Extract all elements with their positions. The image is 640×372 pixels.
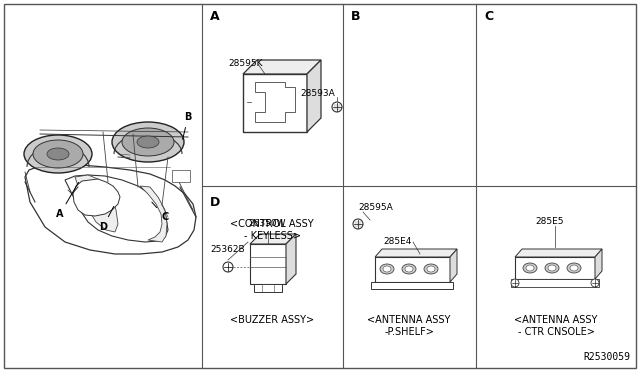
Polygon shape — [595, 249, 602, 279]
Text: 28595A: 28595A — [358, 202, 393, 212]
Polygon shape — [375, 257, 450, 282]
Polygon shape — [243, 60, 321, 74]
Text: - CTR CNSOLE>: - CTR CNSOLE> — [518, 327, 595, 337]
Circle shape — [511, 279, 519, 287]
Text: <CONTROL ASSY: <CONTROL ASSY — [230, 219, 314, 229]
Circle shape — [353, 219, 363, 229]
Ellipse shape — [402, 264, 416, 274]
Text: 28595K: 28595K — [228, 60, 262, 68]
Polygon shape — [250, 234, 296, 244]
Text: R2530059: R2530059 — [583, 352, 630, 362]
Ellipse shape — [122, 128, 174, 156]
Polygon shape — [75, 175, 118, 232]
Text: 285E5: 285E5 — [535, 218, 563, 227]
Text: <ANTENNA ASSY: <ANTENNA ASSY — [515, 315, 598, 325]
Polygon shape — [286, 234, 296, 284]
Ellipse shape — [137, 136, 159, 148]
Ellipse shape — [47, 148, 69, 160]
Polygon shape — [307, 60, 321, 132]
Ellipse shape — [523, 263, 537, 273]
Polygon shape — [371, 282, 453, 289]
Text: B: B — [351, 10, 360, 23]
Polygon shape — [515, 249, 602, 257]
Text: C: C — [152, 202, 168, 222]
Ellipse shape — [405, 266, 413, 272]
Text: A: A — [210, 10, 220, 23]
Text: <ANTENNA ASSY: <ANTENNA ASSY — [367, 315, 451, 325]
Ellipse shape — [427, 266, 435, 272]
Text: 285E4: 285E4 — [383, 237, 412, 247]
Polygon shape — [250, 244, 286, 284]
Text: 28593A: 28593A — [300, 90, 335, 99]
Ellipse shape — [545, 263, 559, 273]
Ellipse shape — [383, 266, 391, 272]
Circle shape — [332, 102, 342, 112]
Polygon shape — [375, 249, 457, 257]
Ellipse shape — [112, 122, 184, 162]
Ellipse shape — [548, 265, 556, 271]
Polygon shape — [25, 164, 196, 254]
Text: 25362B: 25362B — [210, 246, 244, 254]
Polygon shape — [450, 249, 457, 282]
Ellipse shape — [380, 264, 394, 274]
Ellipse shape — [33, 140, 83, 168]
Text: B: B — [182, 112, 192, 139]
Text: -P.SHELF>: -P.SHELF> — [384, 327, 434, 337]
Polygon shape — [515, 257, 595, 279]
Text: - KEYLESS>: - KEYLESS> — [243, 231, 301, 241]
Polygon shape — [65, 175, 168, 242]
Text: <BUZZER ASSY>: <BUZZER ASSY> — [230, 315, 314, 325]
Text: D: D — [99, 206, 114, 232]
Polygon shape — [511, 279, 599, 287]
Polygon shape — [254, 284, 282, 292]
Text: A: A — [56, 182, 79, 219]
Text: 26350W: 26350W — [248, 219, 285, 228]
Ellipse shape — [570, 265, 578, 271]
Polygon shape — [255, 82, 295, 122]
Circle shape — [591, 279, 599, 287]
Polygon shape — [73, 179, 120, 216]
Polygon shape — [140, 186, 167, 242]
Ellipse shape — [567, 263, 581, 273]
Ellipse shape — [424, 264, 438, 274]
Ellipse shape — [24, 135, 92, 173]
Circle shape — [223, 262, 233, 272]
Text: C: C — [484, 10, 493, 23]
Ellipse shape — [526, 265, 534, 271]
Text: D: D — [210, 196, 220, 209]
Bar — [172, 170, 190, 182]
Polygon shape — [243, 74, 307, 132]
